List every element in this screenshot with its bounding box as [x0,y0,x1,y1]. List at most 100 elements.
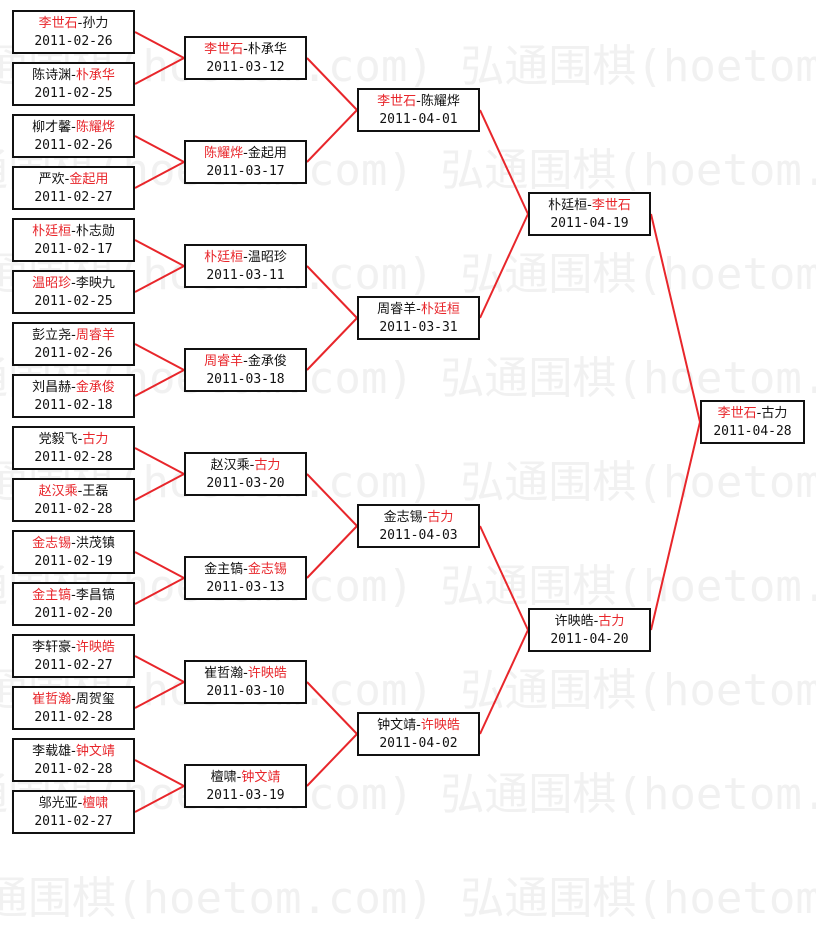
match-players: 金志锡-洪茂镇 [14,535,133,553]
match-box: 李世石-朴承华 2011-03-12 [184,36,307,80]
connector-line [134,135,185,163]
connector-line [306,109,358,163]
match-date: 2011-02-25 [34,294,113,309]
player-2: 许映皓 [247,666,287,681]
connector-line [306,733,358,787]
match-players: 彭立尧-周睿羊 [14,327,133,345]
player-2: 古力 [761,406,788,421]
match-date: 2011-02-25 [34,86,113,101]
match-box: 李世石-孙力 2011-02-26 [12,10,135,54]
match-players: 李轩豪-许映皓 [14,639,133,657]
match-box: 李世石-陈耀烨 2011-04-01 [357,88,480,132]
match-box: 朴廷桓-温昭珍 2011-03-11 [184,244,307,288]
match-date: 2011-03-18 [206,372,285,387]
player-1: 朴廷桓 [548,198,588,213]
player-1: 李世石 [204,42,244,57]
match-players: 钟文靖-许映皓 [359,717,478,735]
player-1: 周睿羊 [377,302,417,317]
player-1: 党毅飞 [38,432,78,447]
player-2: 钟文靖 [241,770,281,785]
player-1: 金志锡 [32,536,72,551]
match-players: 赵汉乘-王磊 [14,483,133,501]
separator: - [77,432,83,447]
match-date: 2011-02-26 [34,34,113,49]
player-2: 古力 [254,458,281,473]
match-box: 刘昌赫-金承俊 2011-02-18 [12,374,135,418]
match-box: 李载雄-钟文靖 2011-02-28 [12,738,135,782]
match-date: 2011-02-20 [34,606,113,621]
player-2: 王磊 [82,484,109,499]
match-players: 周睿羊-金承俊 [186,353,305,371]
player-2: 许映皓 [420,718,460,733]
player-2: 金承俊 [247,354,287,369]
player-1: 李世石 [717,406,757,421]
player-2: 孙力 [82,16,109,31]
player-1: 朴廷桓 [204,250,244,265]
connector-line [134,447,185,475]
player-1: 檀啸 [210,770,237,785]
match-box: 金志锡-洪茂镇 2011-02-19 [12,530,135,574]
player-1: 崔哲瀚 [32,692,72,707]
player-1: 崔哲瀚 [204,666,244,681]
match-date: 2011-03-10 [206,684,285,699]
match-box: 赵汉乘-古力 2011-03-20 [184,452,307,496]
connector-line [134,551,185,579]
connector-line [306,317,358,371]
match-players: 朴廷桓-朴志勋 [14,223,133,241]
match-players: 檀啸-钟文靖 [186,769,305,787]
bracket-connectors [134,31,701,813]
match-players: 朴廷桓-李世石 [530,197,649,215]
player-1: 金主镐 [204,562,244,577]
connector-line [134,759,185,787]
player-1: 金志锡 [383,510,423,525]
match-players: 金主镐-金志锡 [186,561,305,579]
separator: - [71,328,76,343]
connector-line [134,681,185,709]
match-box: 邬光亚-檀啸 2011-02-27 [12,790,135,834]
connector-line [479,629,529,735]
match-date: 2011-04-03 [379,528,458,543]
player-2: 金起用 [69,172,109,187]
player-2: 周睿羊 [75,328,115,343]
match-box: 周睿羊-金承俊 2011-03-18 [184,348,307,392]
connector-line [134,265,185,293]
match-box: 崔哲瀚-许映皓 2011-03-10 [184,660,307,704]
match-box: 温昭珍-李映九 2011-02-25 [12,270,135,314]
match-box: 李世石-古力 2011-04-28 [700,400,805,444]
match-players: 邬光亚-檀啸 [14,795,133,813]
player-2: 檀啸 [82,796,109,811]
player-1: 许映皓 [554,614,594,629]
separator: - [243,666,248,681]
separator: - [756,406,762,421]
match-box: 柳才馨-陈耀烨 2011-02-26 [12,114,135,158]
separator: - [249,458,255,473]
match-players: 赵汉乘-古力 [186,457,305,475]
player-2: 金承俊 [75,380,115,395]
match-date: 2011-02-27 [34,814,113,829]
player-2: 钟文靖 [75,744,115,759]
match-date: 2011-02-26 [34,138,113,153]
match-date: 2011-02-28 [34,710,113,725]
player-2: 温昭珍 [247,250,287,265]
match-date: 2011-04-02 [379,736,458,751]
player-1: 严欢 [38,172,65,187]
match-box: 陈耀烨-金起用 2011-03-17 [184,140,307,184]
match-date: 2011-03-19 [206,788,285,803]
match-players: 金主镐-李昌镐 [14,587,133,605]
connector-line [134,31,185,59]
connector-line [134,655,185,683]
separator: - [71,68,76,83]
player-2: 朴承华 [75,68,115,83]
connector-line [134,785,185,813]
separator: - [243,42,248,57]
match-date: 2011-02-28 [34,502,113,517]
match-players: 李世石-陈耀烨 [359,93,478,111]
match-date: 2011-02-18 [34,398,113,413]
match-players: 党毅飞-古力 [14,431,133,449]
match-date: 2011-03-11 [206,268,285,283]
separator: - [71,744,76,759]
player-1: 刘昌赫 [32,380,72,395]
player-1: 彭立尧 [32,328,72,343]
player-2: 许映皓 [75,640,115,655]
match-box: 党毅飞-古力 2011-02-28 [12,426,135,470]
